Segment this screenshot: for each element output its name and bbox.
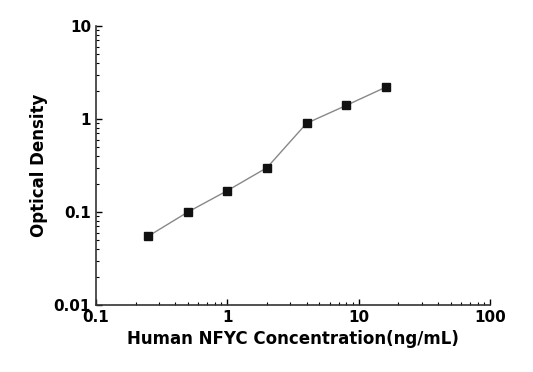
Y-axis label: Optical Density: Optical Density (30, 94, 48, 237)
X-axis label: Human NFYC Concentration(ng/mL): Human NFYC Concentration(ng/mL) (127, 330, 459, 349)
